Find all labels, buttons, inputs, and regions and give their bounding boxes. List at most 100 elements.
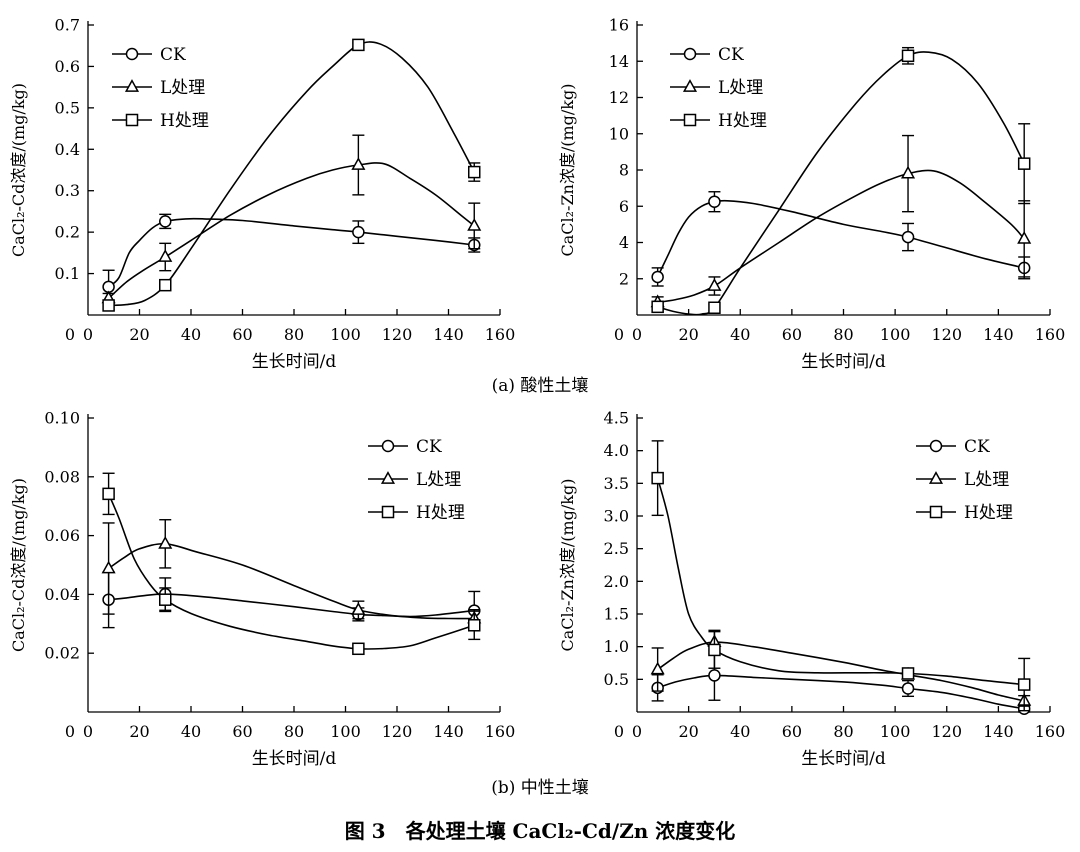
data-point-triangle (650, 661, 665, 675)
series-line (657, 641, 1025, 702)
legend-marker-circle (929, 439, 943, 453)
data-point-square (159, 593, 172, 606)
x-tick-label: 40 (181, 722, 201, 741)
data-point-square (352, 642, 365, 656)
x-tick-label: 120 (382, 325, 413, 344)
y-tick-label: 6 (619, 197, 629, 216)
series-line (107, 493, 475, 650)
legend-marker-square (929, 505, 943, 519)
y-tick-label: 0.06 (44, 526, 80, 545)
series-line (656, 477, 1025, 686)
data-point-triangle (900, 165, 916, 179)
origin-label: 0 (614, 722, 624, 741)
legend-marker-square (381, 505, 395, 519)
y-axis-title: CaCl₂-Zn浓度/(mg/kg) (558, 83, 577, 256)
x-axis-title: 生长时间/d (801, 352, 886, 372)
y-axis-title: CaCl₂-Zn浓度/(mg/kg) (558, 478, 577, 651)
x-tick-label: 0 (632, 325, 642, 344)
chart-panel-acid-zn: 0 20 40 60 80 100 120 140 1602468101214160生长时间/d… (558, 16, 1065, 373)
series-line (108, 542, 475, 620)
chart-panel-acid-cd: 0 20 40 60 80 100 120 140 160 0.1 0.2 0.3 0.4 0.5 0.6 0… (9, 16, 515, 373)
y-tick-label: 2.5 (604, 539, 629, 558)
data-point-circle (352, 225, 365, 239)
x-axis-title: 生长时间/d (252, 749, 337, 769)
data-point-square (468, 165, 481, 179)
legend: CK L处理 H处理 (916, 437, 1013, 523)
legend-label: H处理 (964, 503, 1013, 523)
y-tick-label: 14 (609, 52, 629, 71)
x-tick-label: 80 (284, 722, 304, 741)
x-tick-label: 100 (880, 325, 911, 344)
x-tick-label: 80 (833, 325, 853, 344)
y-tick-label: 0.7 (55, 16, 80, 35)
x-tick-label: 120 (931, 325, 962, 344)
x-tick-label: 20 (678, 325, 698, 344)
x-tick-label: 140 (983, 325, 1014, 344)
y-tick-label: 0.6 (55, 57, 80, 76)
data-point-triangle (101, 560, 116, 574)
legend: CK L处理 H处理 (368, 437, 465, 523)
x-tick-label: 0 (83, 722, 93, 741)
x-tick-label: 80 (833, 722, 853, 741)
data-point-triangle (1017, 230, 1032, 244)
series-circle (651, 191, 1031, 287)
y-tick-label: 0.3 (55, 181, 80, 200)
x-axis-title: 生长时间/d (801, 749, 886, 769)
legend-label: L处理 (416, 470, 461, 490)
x-tick-label: 40 (730, 325, 750, 344)
x-tick-label: 20 (129, 325, 149, 344)
y-tick-label: 0.10 (44, 409, 80, 428)
x-tick-label: 140 (433, 722, 464, 741)
x-tick-label: 60 (232, 325, 252, 344)
y-tick-label: 3.5 (604, 474, 629, 493)
legend-marker-triangle (928, 471, 944, 484)
x-tick-label: 160 (485, 325, 516, 344)
data-point-square (159, 278, 172, 292)
caption-neutral-soil: (b) 中性土壤 (491, 778, 589, 798)
series-square (102, 38, 481, 312)
data-point-square (901, 667, 915, 680)
x-tick-label: 140 (433, 325, 464, 344)
series-line (108, 162, 475, 299)
data-point-triangle (467, 218, 482, 231)
y-tick-label: 4 (619, 233, 629, 252)
data-point-triangle (351, 602, 366, 615)
y-axis-title: CaCl₂-Cd浓度/(mg/kg) (9, 83, 28, 257)
legend-marker-circle (381, 439, 395, 453)
x-tick-label: 40 (730, 722, 750, 741)
series-square (651, 46, 1031, 316)
data-point-square (468, 619, 481, 632)
series-line (108, 217, 475, 288)
data-point-triangle (707, 278, 722, 291)
data-point-circle (159, 215, 172, 228)
series-line (657, 674, 1025, 710)
data-point-circle (651, 270, 664, 284)
y-tick-label: 16 (609, 16, 629, 35)
legend: CK L处理 H处理 (112, 45, 209, 131)
x-tick-label: 20 (129, 722, 149, 741)
x-tick-label: 60 (232, 722, 252, 741)
data-point-square (1017, 678, 1031, 691)
data-point-triangle (351, 157, 366, 170)
data-point-square (1017, 157, 1031, 170)
legend-label: L处理 (964, 470, 1009, 490)
y-tick-label: 12 (609, 88, 629, 107)
series-triangle (650, 134, 1032, 309)
y-tick-label: 0.1 (55, 264, 80, 283)
y-tick-label: 0.08 (44, 467, 80, 486)
series-square (651, 440, 1031, 712)
data-point-circle (708, 669, 721, 682)
data-point-square (708, 643, 721, 657)
chart-panel-neutral-cd: 0 20 40 60 80 100 120 140 160 0.02 0.04 0.06 0.08 0.1… (9, 409, 515, 770)
data-point-circle (708, 195, 721, 208)
y-tick-label: 1.0 (604, 637, 629, 656)
y-tick-label: 0.5 (55, 98, 80, 117)
figure-title: 图 3 各处理土壤 CaCl₂-Cd/Zn 浓度变化 (344, 819, 736, 843)
x-tick-label: 80 (284, 325, 304, 344)
origin-label: 0 (65, 325, 75, 344)
legend-marker-circle (125, 47, 139, 61)
legend-label: H处理 (160, 111, 209, 131)
y-tick-label: 2 (619, 269, 629, 288)
origin-label: 0 (65, 722, 75, 741)
chart-panel-neutral-zn: 0 20 40 60 80 100 120 140 160 0.5 1.0 1.5 2.0 2.5 3.0 3… (558, 409, 1065, 770)
